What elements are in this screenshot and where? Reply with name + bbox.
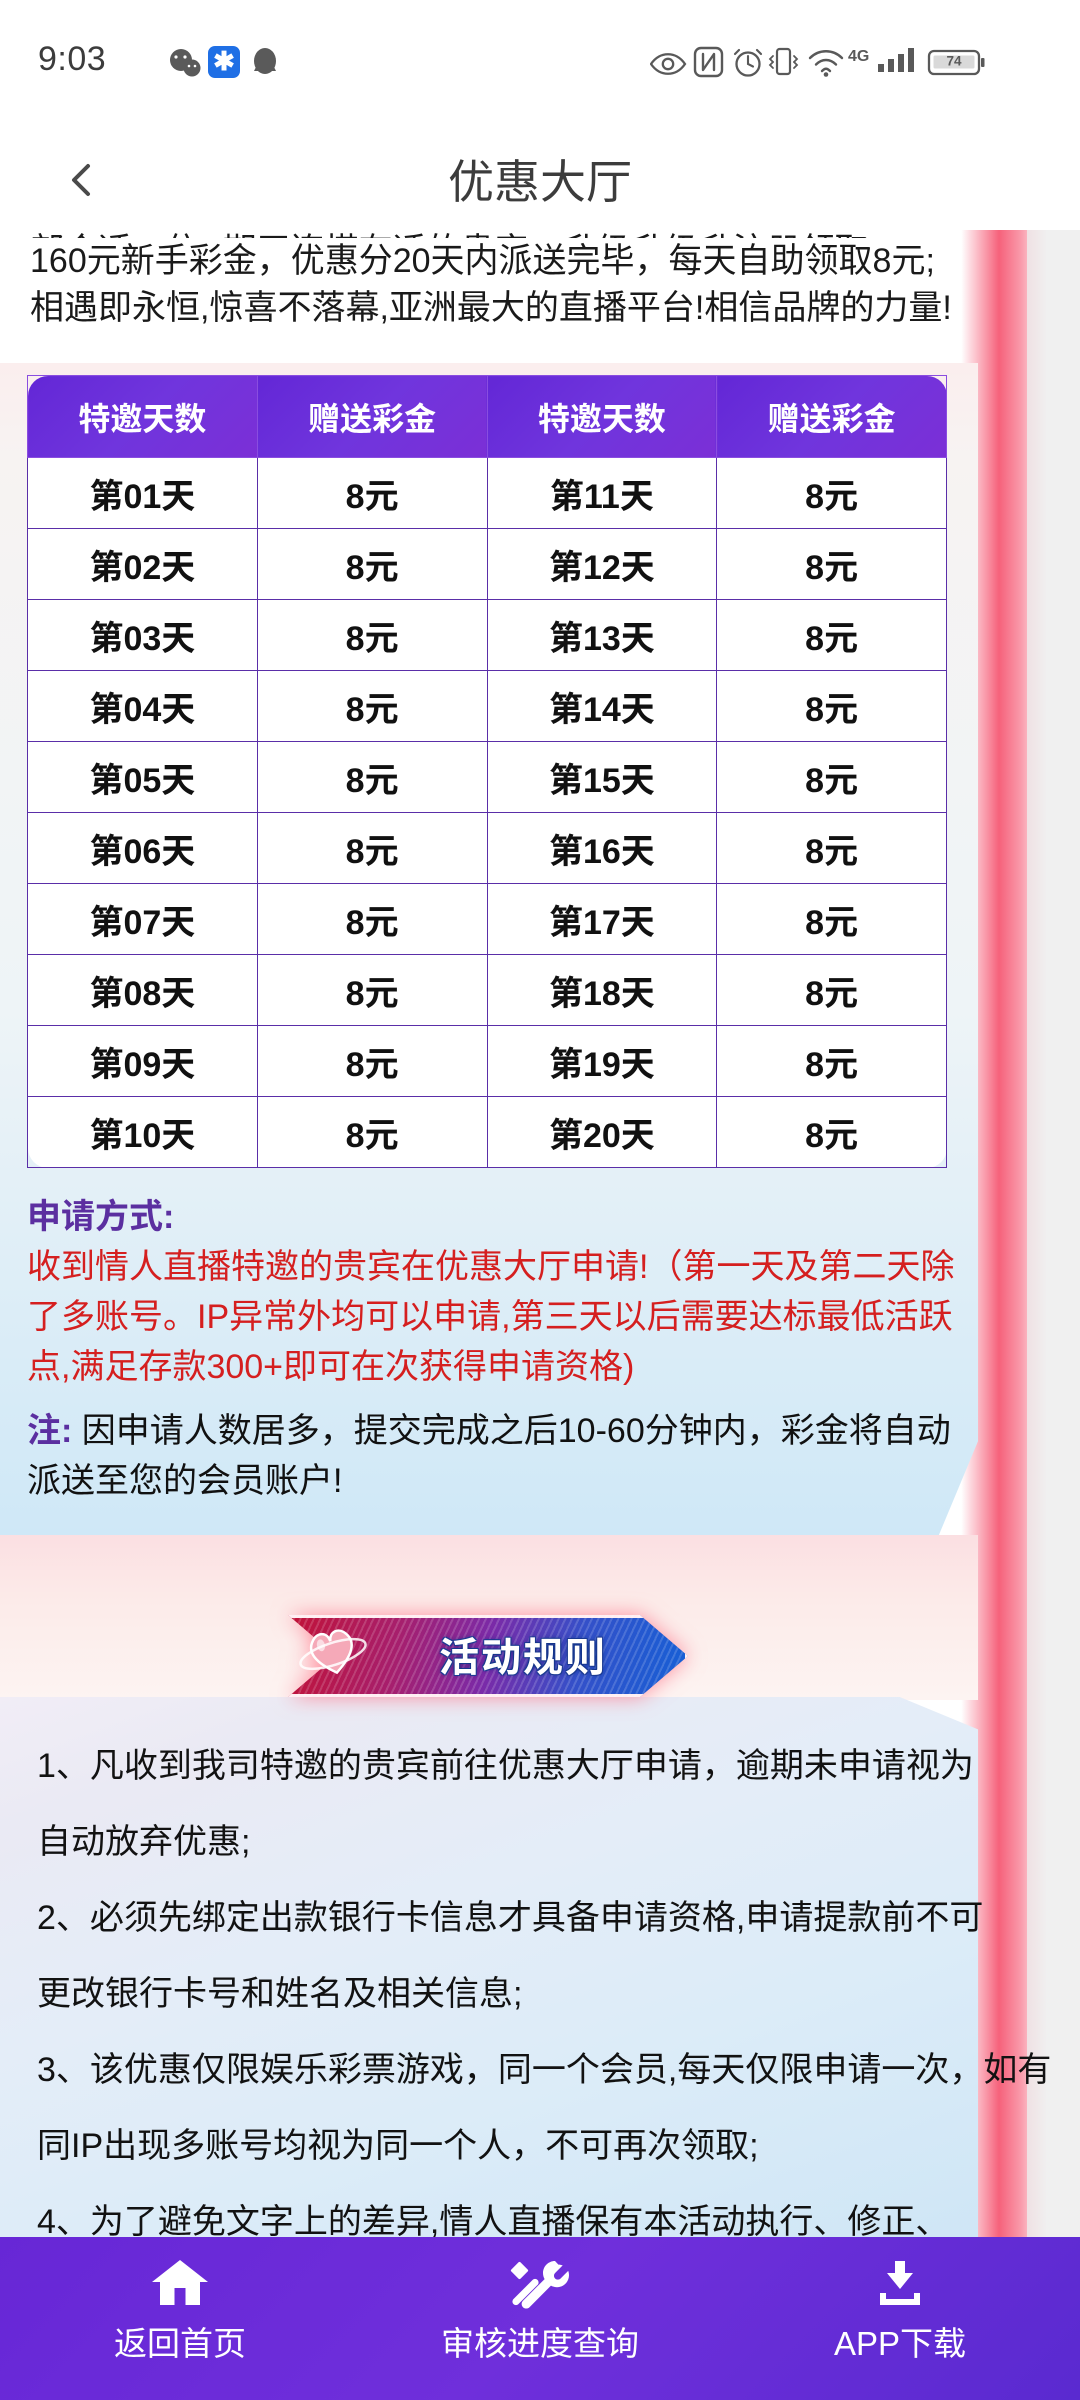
svg-text:✱: ✱ bbox=[213, 46, 235, 76]
svg-text:4G: 4G bbox=[848, 48, 869, 65]
svg-text:74: 74 bbox=[946, 54, 962, 69]
